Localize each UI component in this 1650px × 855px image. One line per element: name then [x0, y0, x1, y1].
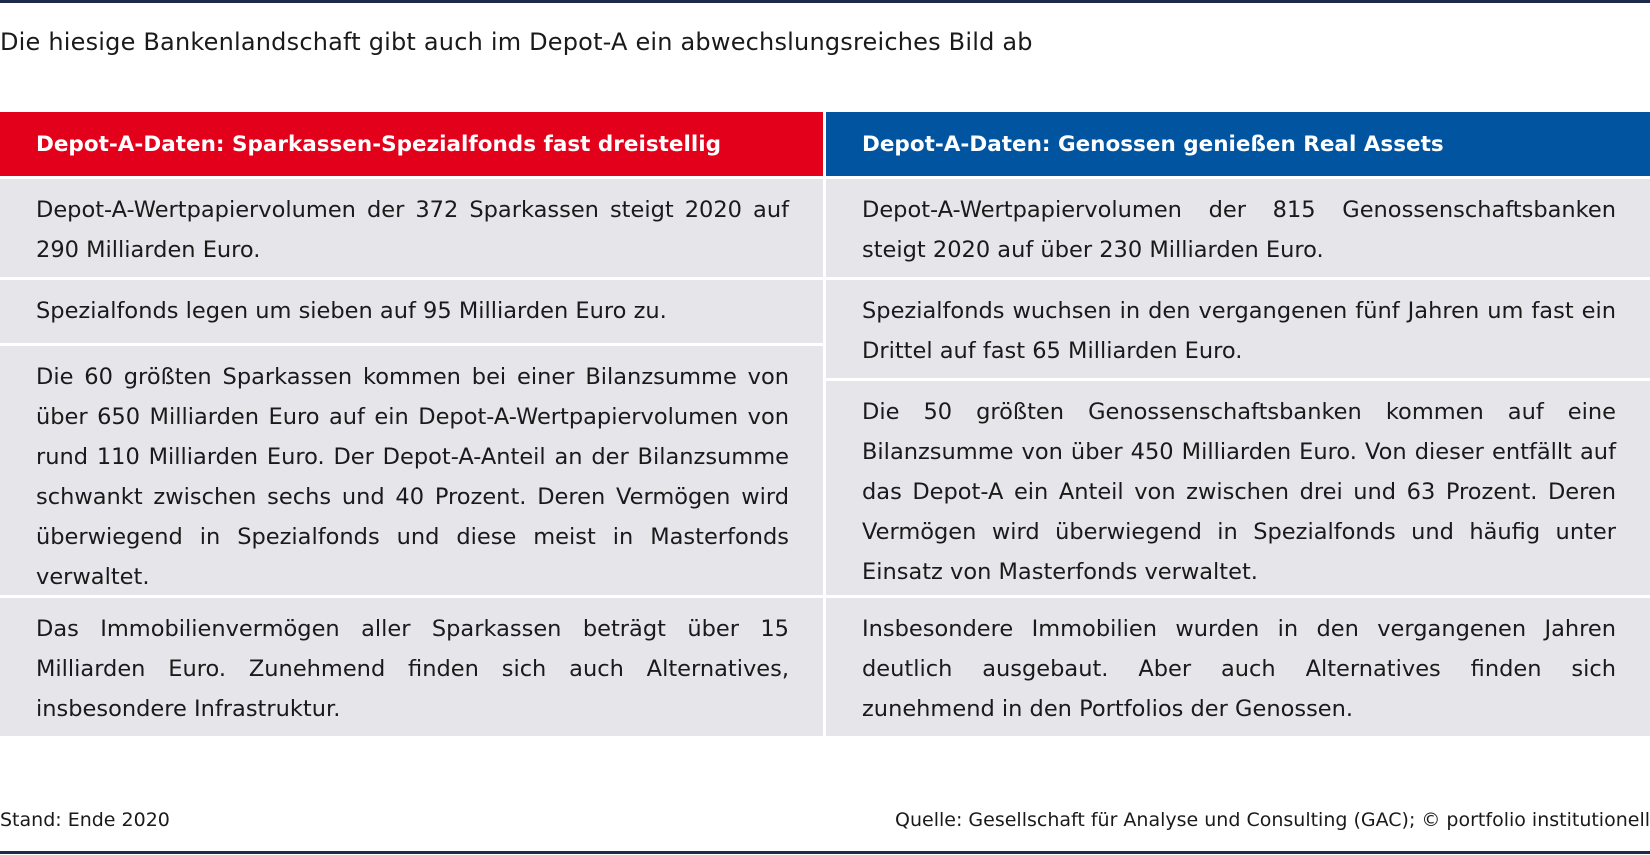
sparkassen-volume-cell: Depot-A-Wertpapiervolumen der 372 Sparka… — [0, 179, 823, 277]
top-rule — [0, 0, 1650, 3]
sparkassen-header: Depot-A-Daten: Sparkassen-Spezialfonds f… — [0, 112, 823, 176]
genossen-largest-cell: Die 50 größten Genossenschaftsbanken kom… — [826, 381, 1650, 595]
genossen-volume-cell: Depot-A-Wertpapiervolumen der 815 Genoss… — [826, 179, 1650, 277]
genossen-column: Depot-A-Daten: Genossen genießen Real As… — [826, 112, 1650, 736]
footer-source: Quelle: Gesellschaft für Analyse und Con… — [895, 809, 1650, 831]
page-title: Die hiesige Bankenlandschaft gibt auch i… — [0, 28, 1033, 56]
genossen-realestate-cell: Insbesondere Immobilien wurden in den ve… — [826, 598, 1650, 736]
sparkassen-realestate-cell: Das Immobilienvermögen aller Sparkassen … — [0, 598, 823, 736]
genossen-header: Depot-A-Daten: Genossen genießen Real As… — [826, 112, 1650, 176]
footer-stand: Stand: Ende 2020 — [0, 809, 170, 831]
bottom-rule — [0, 851, 1650, 854]
sparkassen-column: Depot-A-Daten: Sparkassen-Spezialfonds f… — [0, 112, 823, 736]
genossen-specialfunds-cell: Spezialfonds wuchsen in den vergangenen … — [826, 280, 1650, 378]
sparkassen-specialfunds-cell: Spezialfonds legen um sieben auf 95 Mill… — [0, 280, 823, 343]
sparkassen-largest-cell: Die 60 größten Sparkassen kommen bei ein… — [0, 346, 823, 595]
